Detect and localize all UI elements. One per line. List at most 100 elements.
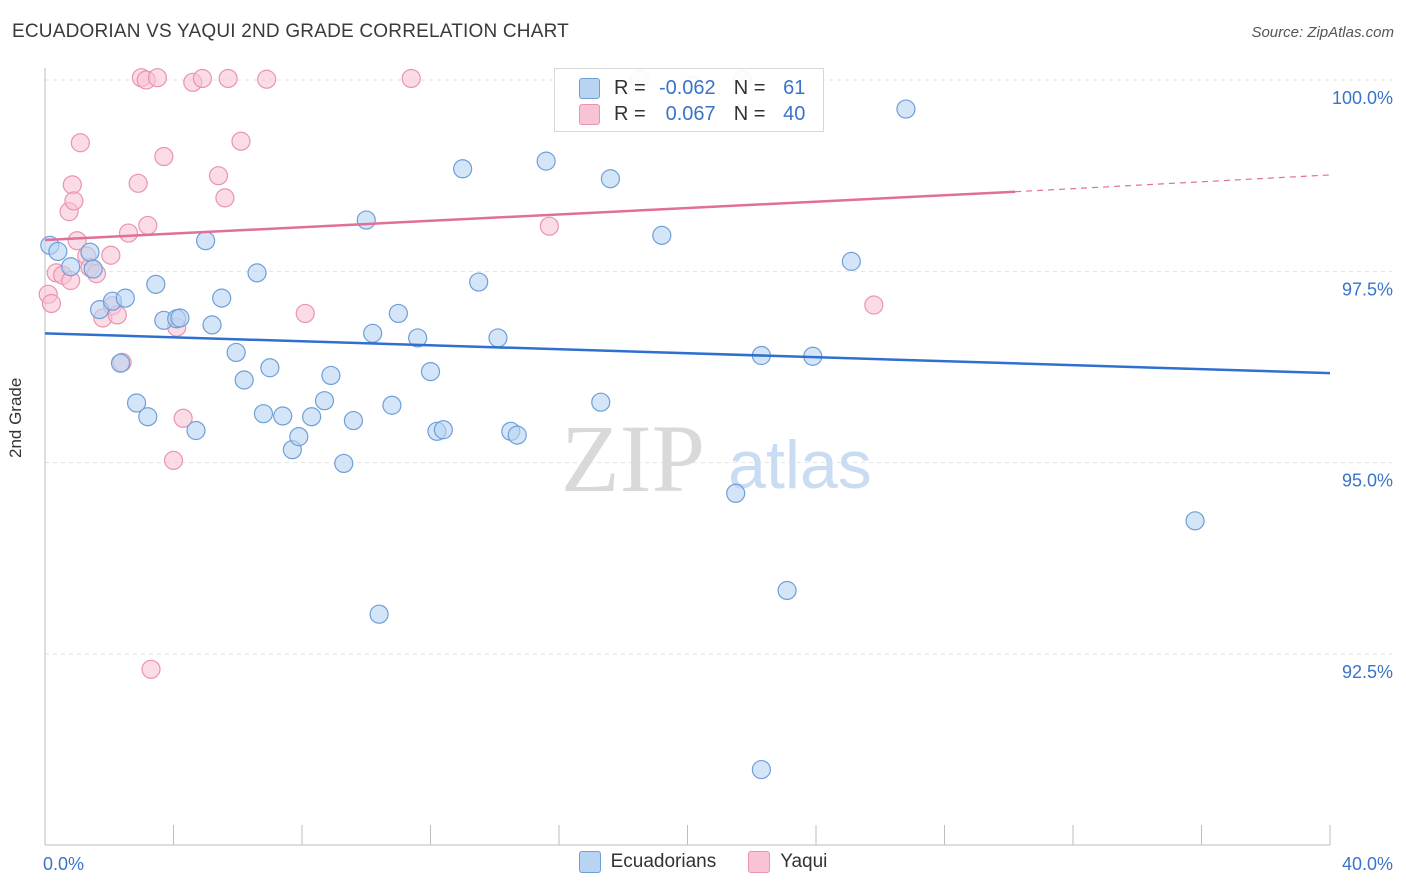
ecuadorian-point — [146, 274, 166, 294]
yaqui-point — [70, 133, 90, 153]
legend-n-label: N = — [733, 76, 766, 99]
ecuadorian-point — [420, 361, 441, 382]
legend-label-yaqui: Yaqui — [780, 851, 828, 872]
ecuadorian-point — [302, 407, 322, 427]
x-tick-label: 0.0% — [43, 854, 84, 874]
legend-n-value: 40 — [783, 102, 806, 125]
yaqui-point — [64, 191, 84, 211]
ecuadorian-point — [260, 358, 280, 378]
yaqui-point — [173, 408, 193, 428]
ecuadorian-point — [841, 251, 861, 271]
yaqui-point — [62, 175, 82, 195]
ecuadorian-point — [61, 257, 81, 277]
legend-swatch-blue — [579, 77, 600, 99]
ecuadorian-point — [226, 342, 246, 363]
ecuadorian-point — [138, 407, 158, 427]
ecuadorian-point — [334, 453, 354, 474]
ecuadorian-point — [363, 323, 383, 343]
ecuadorian-point — [382, 395, 402, 415]
yaqui-point — [401, 68, 421, 89]
ecuadorian-point — [896, 99, 916, 119]
yaqui-point — [218, 68, 238, 89]
chart-source: Source: ZipAtlas.com — [1251, 24, 1394, 41]
series-legend: Ecuadorians Yaqui — [0, 851, 1406, 873]
ecuadorian-point — [536, 151, 556, 171]
yaqui-point — [215, 188, 235, 208]
ecuadorian-point — [289, 427, 309, 447]
ecuadorian-point — [212, 288, 232, 308]
legend-r-value: -0.062 — [658, 76, 716, 99]
chart-title: ECUADORIAN VS YAQUI 2ND GRADE CORRELATIO… — [12, 21, 569, 42]
legend-item-ecuadorians[interactable]: Ecuadorians — [578, 851, 717, 873]
ecuadorian-point — [202, 315, 222, 335]
yaqui-trend-extension — [1015, 174, 1331, 193]
legend-n-label: N = — [733, 102, 766, 125]
ecuadorian-point — [247, 263, 267, 283]
ecuadorian-trend-line — [44, 332, 1331, 375]
legend-item-yaqui[interactable]: Yaqui — [748, 851, 827, 873]
y-tick-label: 100.0% — [1332, 88, 1393, 108]
ecuadorian-point — [469, 272, 489, 292]
legend-n-value: 61 — [783, 76, 806, 99]
legend-row-ecuadorians: R = -0.062 N = 61 — [579, 75, 805, 101]
ecuadorian-point — [777, 580, 797, 601]
watermark: ZIP atlas — [561, 405, 872, 512]
yaqui-point — [128, 173, 148, 193]
ecuadorian-point — [600, 169, 621, 189]
ecuadorian-point — [343, 410, 363, 431]
ecuadorian-point — [356, 210, 376, 230]
yaqui-point — [138, 215, 158, 236]
yaqui-point — [101, 245, 121, 265]
trend-lines — [44, 174, 1331, 375]
y-tick-label: 97.5% — [1342, 279, 1393, 299]
watermark-zip: ZIP — [561, 405, 705, 512]
ecuadorian-point — [186, 420, 206, 441]
ecuadorian-point — [488, 328, 508, 348]
ecuadorian-point — [110, 353, 131, 373]
ecuadorian-point — [253, 404, 274, 424]
legend-r-value: 0.067 — [665, 102, 716, 125]
ecuadorian-point — [196, 231, 216, 251]
ecuadorian-point — [408, 328, 428, 348]
legend-label-ecuadorians: Ecuadorians — [610, 851, 717, 872]
data-points — [38, 68, 1205, 780]
legend-swatch-pink — [748, 851, 771, 873]
yaqui-point — [295, 303, 315, 324]
ecuadorian-point — [726, 483, 746, 503]
ecuadorian-point — [321, 365, 341, 386]
ecuadorian-point — [369, 604, 389, 624]
yaqui-point — [192, 68, 213, 89]
legend-swatch-pink — [579, 103, 600, 125]
ecuadorian-point — [48, 241, 68, 262]
ecuadorian-point — [388, 303, 408, 324]
correlation-legend: R = -0.062 N = 61 R = 0.067 N = 40 — [554, 68, 824, 132]
y-tick-label: 92.5% — [1342, 662, 1393, 682]
axes — [44, 68, 1331, 846]
yaqui-point — [154, 146, 174, 167]
ecuadorian-point — [170, 308, 190, 328]
x-tick-label: 40.0% — [1342, 854, 1393, 874]
ecuadorian-point — [591, 392, 611, 412]
yaqui-trend-line — [44, 190, 1016, 242]
tick-labels: 100.0% 97.5% 95.0% 92.5% 0.0% 40.0% — [43, 88, 1393, 874]
ecuadorian-point — [1185, 511, 1205, 531]
legend-row-yaqui: R = 0.067 N = 40 — [579, 101, 805, 127]
yaqui-point — [118, 223, 139, 243]
y-tick-label: 95.0% — [1342, 471, 1393, 491]
ecuadorian-point — [115, 288, 135, 308]
ecuadorian-point — [507, 425, 527, 445]
yaqui-point — [41, 293, 62, 314]
ecuadorian-point — [751, 759, 771, 780]
ecuadorian-point — [453, 159, 473, 179]
yaqui-point — [208, 166, 229, 186]
ecuadorian-point — [273, 406, 293, 426]
legend-r-label: R = — [614, 76, 646, 99]
ecuadorian-point — [80, 242, 100, 262]
ecuadorian-point — [83, 259, 103, 279]
legend-r-label: R = — [614, 102, 646, 125]
ecuadorian-point — [433, 420, 453, 440]
yaqui-point — [231, 131, 251, 151]
ecuadorian-point — [314, 391, 335, 411]
ecuadorian-point — [234, 370, 254, 390]
